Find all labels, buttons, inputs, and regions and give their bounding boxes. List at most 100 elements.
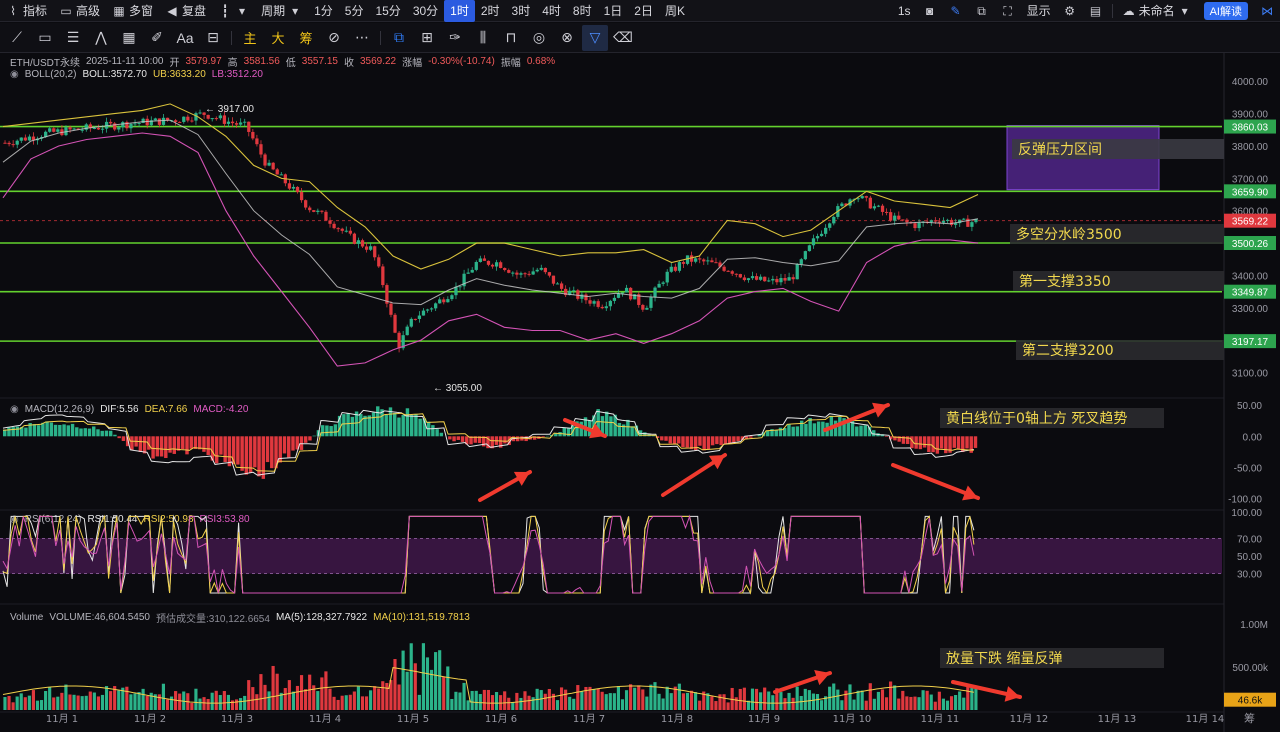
delete-tool[interactable]: ⌫ xyxy=(610,25,636,51)
visibility-icon[interactable]: ◉ xyxy=(10,69,19,80)
candle-body xyxy=(884,211,889,213)
link-tool[interactable]: ⊗ xyxy=(554,25,580,51)
volume-bar xyxy=(369,690,373,710)
lock-icon: ⊓ xyxy=(505,29,517,45)
text-tool[interactable]: Aa xyxy=(176,29,194,46)
volume-bar xyxy=(31,690,35,710)
candle-body xyxy=(474,261,478,270)
volume-bar xyxy=(677,683,681,710)
candle-body xyxy=(872,206,877,209)
x-tick-label: 11月 4 xyxy=(309,713,341,725)
fullscreen-button[interactable]: ⛶ xyxy=(995,0,1021,22)
macd-dea-line xyxy=(2,412,974,472)
volume-bar xyxy=(96,696,100,710)
period-1m[interactable]: 1分 xyxy=(314,4,333,18)
period-week[interactable]: 周K xyxy=(664,4,685,18)
candle-body xyxy=(954,223,958,225)
main-force-tool[interactable]: 主 xyxy=(243,31,257,46)
volume-bar xyxy=(897,698,901,710)
volume-bar xyxy=(409,643,413,710)
copy-tool[interactable]: ⧉ xyxy=(386,25,412,51)
display-button[interactable]: 显示 xyxy=(1026,4,1051,18)
volume-bar xyxy=(332,696,336,710)
candle-body xyxy=(576,290,580,299)
candle-body xyxy=(210,118,214,120)
pen-tool[interactable]: ✑ xyxy=(442,25,468,51)
refresh-rate-button[interactable]: 1s xyxy=(897,3,911,18)
period-button[interactable]: 周期 ▾ xyxy=(255,0,308,22)
candle-body xyxy=(929,220,933,223)
period-8h[interactable]: 8时 xyxy=(572,4,592,18)
macd-histogram-bar xyxy=(219,436,223,455)
settings-button[interactable]: ⚙ xyxy=(1057,0,1083,22)
volume-bar xyxy=(763,687,767,710)
period-1d[interactable]: 1日 xyxy=(603,4,623,18)
macd-histogram-bar xyxy=(350,416,355,437)
measure-tool[interactable]: ⊞ xyxy=(414,25,440,51)
candle-body xyxy=(385,285,389,304)
advanced-button[interactable]: ▭ 高级 xyxy=(60,3,101,19)
macd-histogram-bar xyxy=(961,436,965,453)
period-30m[interactable]: 30分 xyxy=(412,4,439,18)
volume-bar xyxy=(401,650,405,710)
chart-canvas[interactable]: 4000.00 3900.00 3800.00 3700.00 3600.00 3500.… xyxy=(0,53,1280,732)
lock-tool[interactable]: ⊓ xyxy=(498,25,524,51)
candle-body xyxy=(710,260,714,263)
price-level-tag-label: 3500.26 xyxy=(1232,239,1269,250)
macd-histogram-bar xyxy=(342,414,346,437)
candle-body xyxy=(320,210,324,212)
macd-histogram-bar xyxy=(740,436,745,441)
macd-histogram-bar xyxy=(651,435,656,437)
volume-bar xyxy=(287,680,291,710)
horizontal-lines-tool[interactable]: ☰ xyxy=(60,25,86,51)
indicator-button[interactable]: ⌇ 指标 xyxy=(0,0,53,22)
draw-button[interactable]: ✎ xyxy=(943,0,969,22)
brush-tool[interactable]: ✐ xyxy=(144,25,170,51)
macd-histogram-bar xyxy=(41,422,45,437)
filter-tool[interactable]: ▽ xyxy=(582,24,608,51)
bars-tool[interactable]: ⫼ xyxy=(470,25,496,51)
candle-body xyxy=(629,287,633,300)
window-button[interactable]: ⧉ xyxy=(969,0,995,22)
wave-tool[interactable]: ⋀ xyxy=(88,25,114,51)
share-button[interactable]: ⋈ xyxy=(1254,0,1280,22)
period-15m[interactable]: 15分 xyxy=(375,4,401,18)
magnet-tool[interactable]: ⊘ xyxy=(321,25,347,51)
period-4h[interactable]: 4时 xyxy=(542,4,561,18)
ruler-tool[interactable]: ⊟ xyxy=(200,25,226,51)
candle-body xyxy=(234,123,239,125)
period-2d[interactable]: 2日 xyxy=(634,4,653,18)
macd-histogram-bar xyxy=(452,436,456,442)
cloud-save-button[interactable]: ☁ 未命名 ▾ xyxy=(1116,0,1198,22)
candle-body xyxy=(72,128,76,130)
layout-button[interactable]: ▤ xyxy=(1083,0,1109,22)
chart-type-button[interactable]: ┇ ▾ xyxy=(212,0,255,22)
rectangle-tool[interactable]: ▭ xyxy=(32,25,58,51)
period-5m[interactable]: 5分 xyxy=(344,4,364,18)
line-tool[interactable]: ⟋ xyxy=(4,25,30,51)
replay-button[interactable]: ◀ 复盘 xyxy=(159,0,212,22)
annotation-arrow xyxy=(891,463,980,500)
volume-bar xyxy=(482,689,486,710)
more-tool[interactable]: ⋯ xyxy=(349,25,375,51)
macd-histogram-bar xyxy=(465,436,469,445)
grid-tool[interactable]: ▦ xyxy=(116,25,142,51)
ai-interpret-button[interactable]: AI解读 xyxy=(1198,0,1254,22)
chip-tool[interactable]: 筹 xyxy=(299,31,313,46)
multi-window-button[interactable]: ▦ 多窗 xyxy=(113,3,154,19)
period-1h[interactable]: 1时 xyxy=(444,0,475,22)
volume-note-bg xyxy=(940,648,1164,668)
eye-tool[interactable]: ◎ xyxy=(526,25,552,51)
fib-grid-icon: ▦ xyxy=(122,29,136,45)
macd-histogram-bar xyxy=(7,427,11,437)
big-order-tool[interactable]: 大 xyxy=(271,31,285,46)
macd-histogram-bar xyxy=(893,436,897,441)
macd-histogram-bar xyxy=(952,436,957,448)
period-3h[interactable]: 3时 xyxy=(511,4,531,18)
period-2h[interactable]: 2时 xyxy=(480,4,500,18)
camera-button[interactable]: ◙ xyxy=(917,0,943,22)
cloud-icon: ☁ xyxy=(1122,3,1135,18)
visibility-icon[interactable]: ◉ xyxy=(10,404,19,415)
macd-histogram-bar xyxy=(888,436,893,440)
candle-body xyxy=(763,276,767,282)
